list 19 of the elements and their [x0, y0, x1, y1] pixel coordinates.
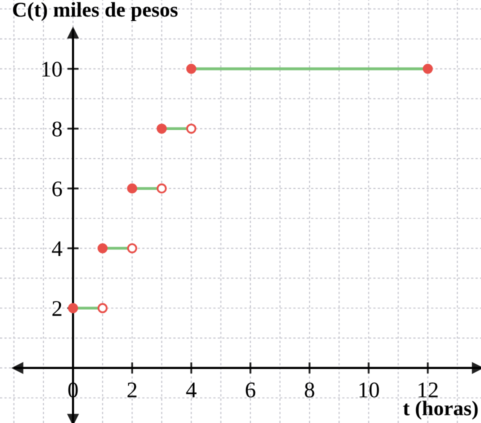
y-tick-label: 6 — [52, 181, 62, 196]
point — [422, 64, 433, 74]
x-axis-title: t (horas) — [403, 400, 478, 420]
x-tick-label: 8 — [304, 382, 314, 398]
point — [68, 303, 78, 314]
point — [186, 64, 196, 74]
x-tick-label: 10 — [360, 382, 379, 398]
point — [156, 124, 167, 134]
x-tick-label: 4 — [186, 382, 196, 398]
y-tick-label: 2 — [52, 301, 62, 316]
y-axis-title: C(t) miles de pesos — [13, 2, 178, 22]
x-tick-label: 2 — [128, 382, 136, 398]
y-tick-label: 4 — [52, 241, 62, 256]
y-tick-label: 8 — [52, 122, 62, 137]
x-tick-label: 6 — [246, 382, 256, 398]
x-tick-label: 12 — [418, 382, 438, 398]
point — [98, 243, 108, 254]
y-tick-label: 10 — [42, 62, 62, 77]
point — [127, 183, 138, 194]
